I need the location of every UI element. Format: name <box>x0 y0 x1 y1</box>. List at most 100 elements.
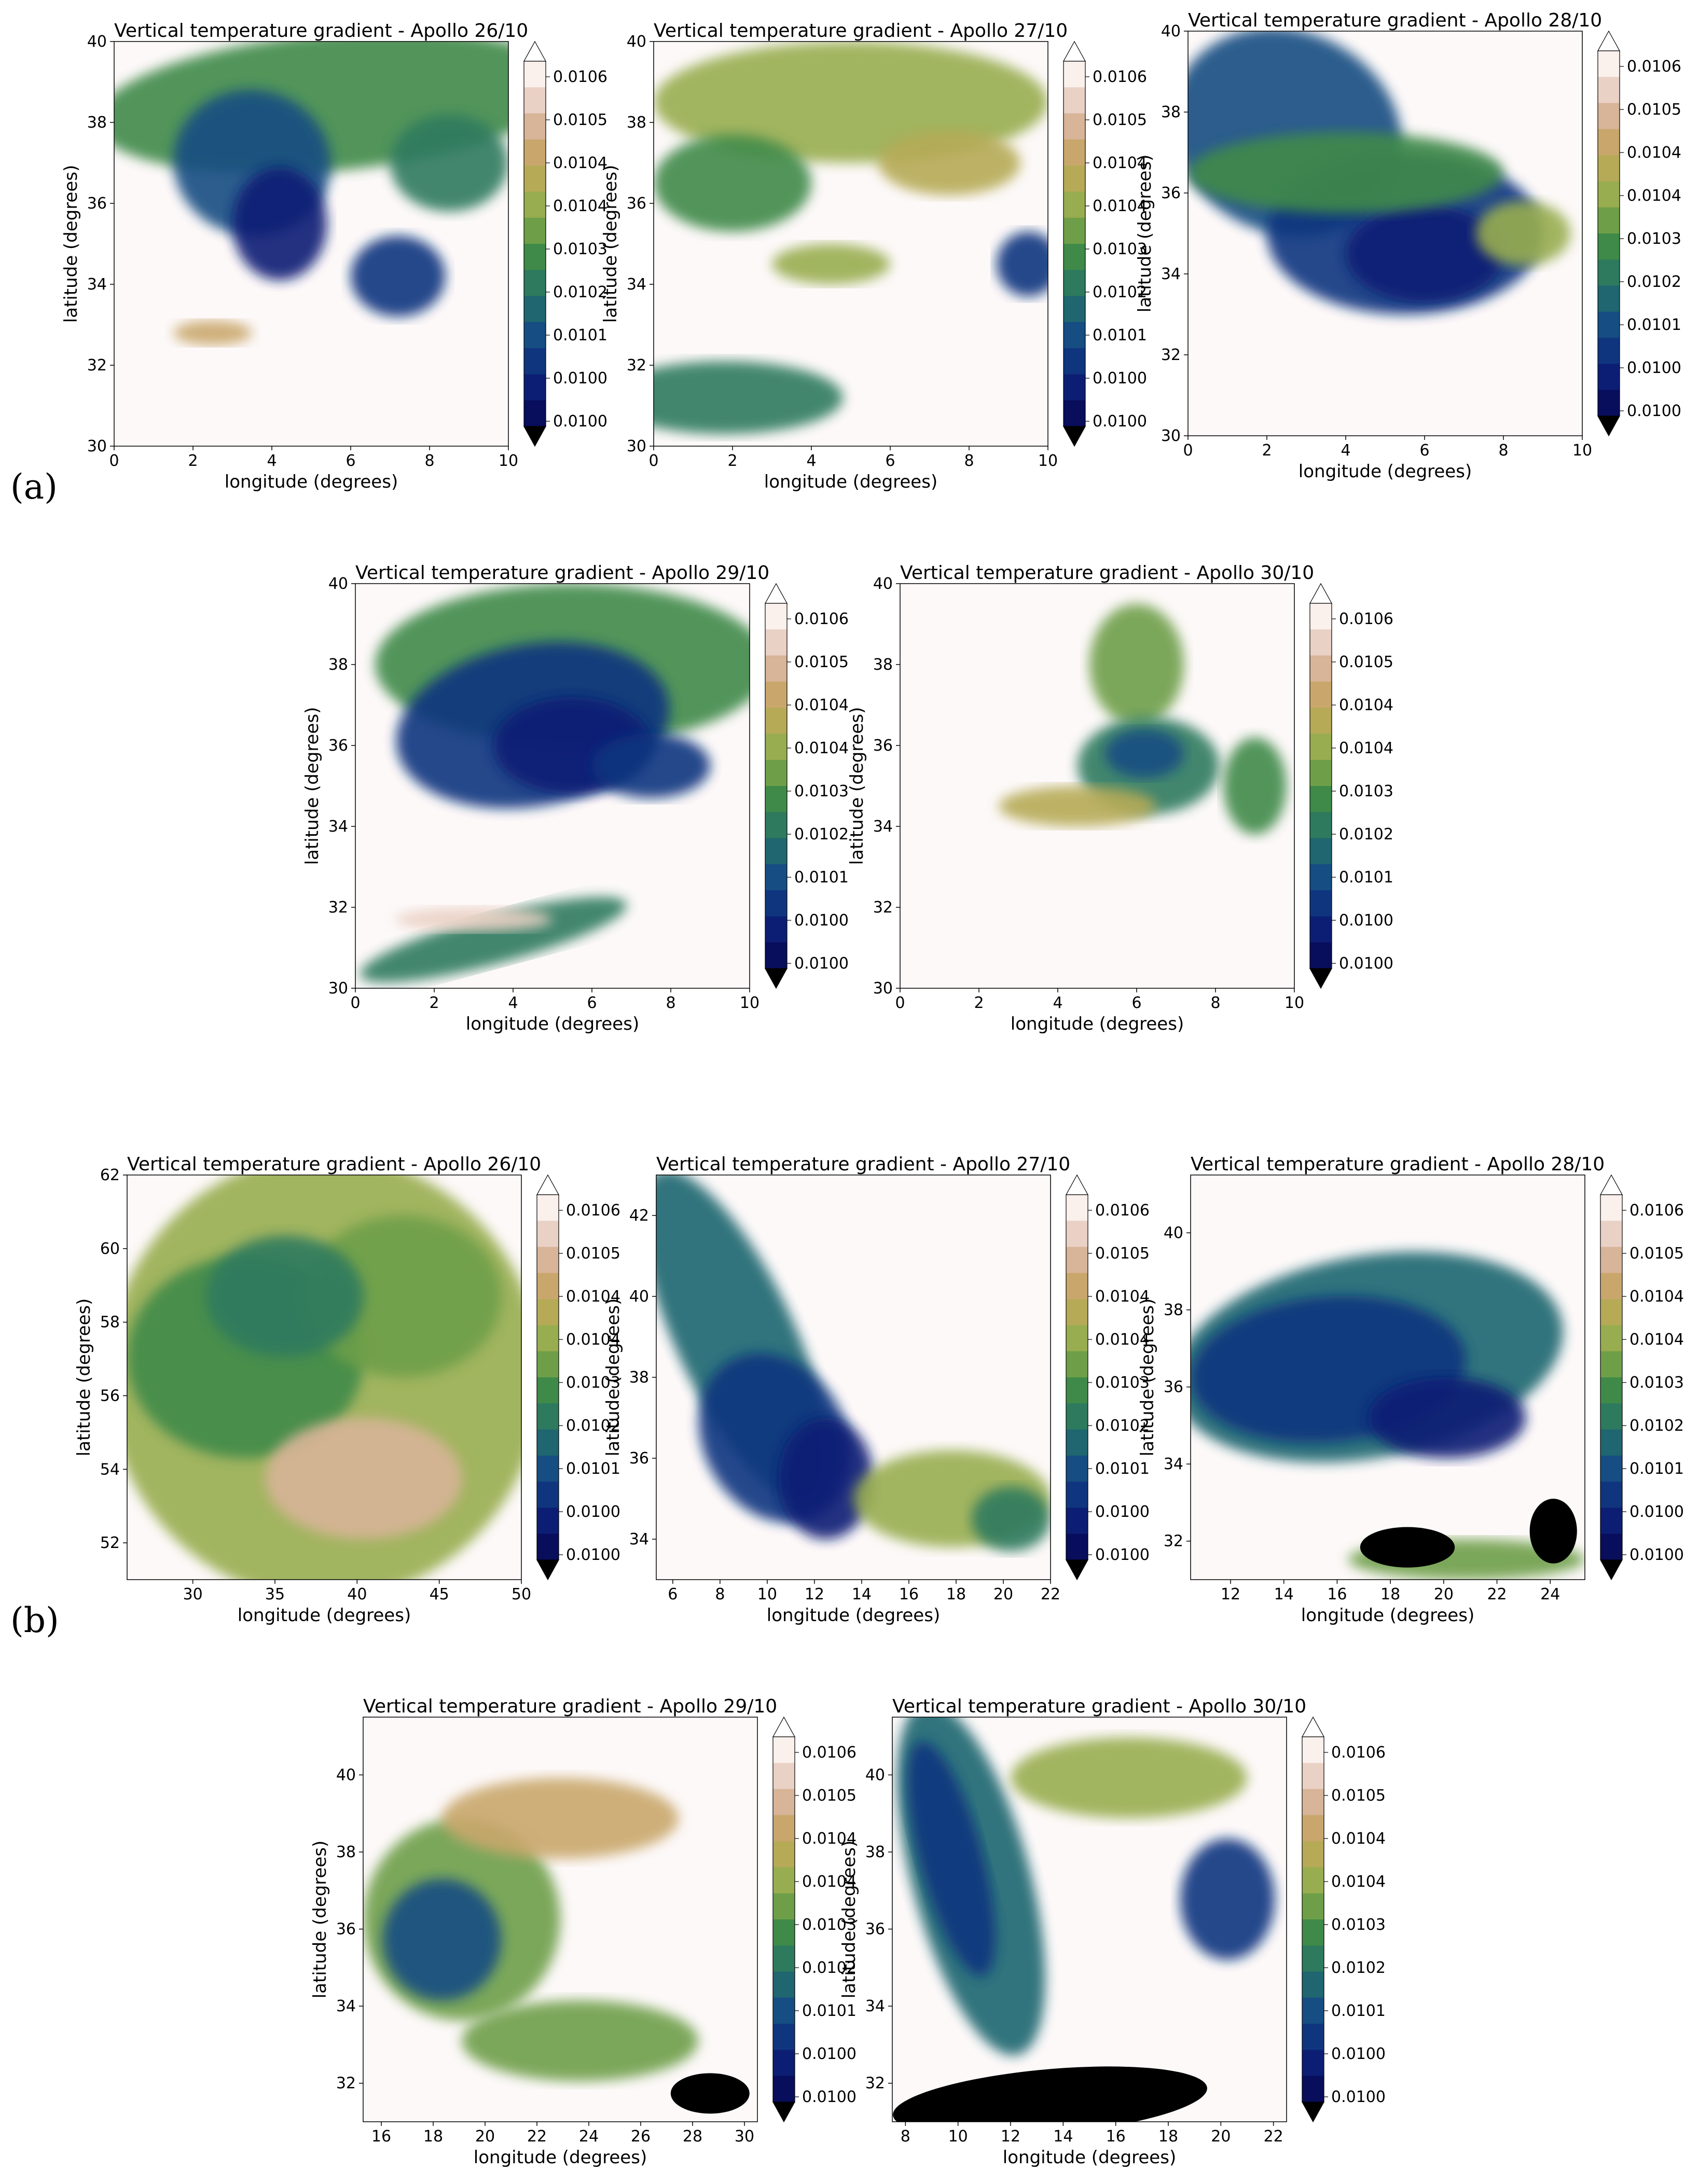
colorbar-segment <box>524 191 546 218</box>
plot-frame <box>127 1174 522 1580</box>
colorbar-tick-label: 0.0104 <box>566 1331 620 1349</box>
colorbar-segment <box>1064 191 1085 218</box>
colorbar-frame <box>772 1736 795 2103</box>
y-tick-label: 34 <box>328 818 348 836</box>
colorbar-segment <box>537 1299 559 1325</box>
colorbar-segment <box>1310 890 1332 917</box>
x-tick-label: 0 <box>648 452 658 470</box>
colorbar-segment <box>1310 681 1332 708</box>
colorbar-tick-label: 0.0106 <box>566 1201 620 1220</box>
colorbar-segment <box>1600 1455 1622 1482</box>
colorbar-tick-label: 0.0105 <box>553 111 607 129</box>
colorbar-segment <box>537 1351 559 1378</box>
colorbar-segment <box>537 1533 559 1560</box>
x-tick-label: 14 <box>1053 2127 1073 2146</box>
colorbar-tick-label: 0.0101 <box>1093 326 1147 344</box>
colorbar-tick-label: 0.0106 <box>794 610 849 628</box>
colorbar-tick-label: 0.0105 <box>1095 1245 1150 1263</box>
colorbar-tick-label: 0.0104 <box>794 696 849 714</box>
masked-region <box>1360 1527 1455 1568</box>
field-layer <box>114 42 508 345</box>
field-region <box>997 231 1048 297</box>
colorbar-segment <box>1598 233 1620 260</box>
y-tick-label: 62 <box>100 1166 120 1184</box>
heatmap-plot: 0 2 4 6 8 10 30 32 34 36 38 40 longitude (degrees) la… <box>1135 22 1592 482</box>
colorbar-extend-min <box>1301 2102 1325 2123</box>
x-tick-label: 26 <box>631 2127 651 2146</box>
colorbar-segment <box>1066 1403 1088 1430</box>
colorbar-segment <box>1598 51 1620 77</box>
colorbar-segment <box>1064 217 1085 244</box>
colorbar-segment <box>1064 165 1085 192</box>
colorbar-segment <box>1598 207 1620 234</box>
colorbar-tick-label: 0.0103 <box>553 240 607 258</box>
colorbar-tick-label: 0.0100 <box>1331 2088 1386 2106</box>
y-tick-label: 42 <box>629 1207 649 1225</box>
field-region <box>778 1418 873 1539</box>
colorbar-segment <box>1310 759 1332 786</box>
x-tick-label: 10 <box>1572 441 1592 460</box>
colorbar-segment <box>537 1482 559 1508</box>
colorbar-tick-label: 0.0102 <box>566 1417 620 1435</box>
heatmap-plot: 0 2 4 6 8 10 30 32 34 36 38 40 longitude (degrees) la… <box>61 33 518 492</box>
heatmap-plot: 6 8 10 12 14 16 18 20 22 34 36 38 40 42 longitude (deg… <box>603 1174 1060 1626</box>
colorbar-segment <box>1310 838 1332 865</box>
colorbar-tick-label: 0.0101 <box>802 2002 857 2020</box>
colorbar-segment <box>524 374 546 401</box>
masked-region <box>893 2066 1207 2122</box>
colorbar-segment <box>773 1815 795 1842</box>
y-tick-label: 38 <box>627 114 646 132</box>
colorbar-tick-label: 0.0105 <box>1331 1787 1386 1805</box>
colorbar-segment <box>773 1997 795 2024</box>
colorbar-tick-label: 0.0103 <box>1093 240 1147 258</box>
colorbar-segment <box>1310 864 1332 891</box>
colorbar-segment <box>1064 374 1085 401</box>
colorbar-segment <box>1600 1325 1622 1352</box>
x-tick-label: 4 <box>1341 441 1350 460</box>
field-layer <box>893 1717 1275 2122</box>
field-region <box>1223 737 1287 835</box>
colorbar-tick-label: 0.0102 <box>1093 283 1147 301</box>
field-region <box>907 1741 996 1976</box>
heatmap-panel: Vertical temperature gradient - Apollo 2… <box>74 1154 677 1642</box>
heatmap-panel: Vertical temperature gradient - Apollo 2… <box>302 563 905 1050</box>
y-tick-label: 38 <box>87 114 107 132</box>
heatmap-panel: Vertical temperature gradient - Apollo 2… <box>603 1154 1206 1642</box>
colorbar-extend-max <box>523 40 547 62</box>
field-region <box>1180 1839 1275 1960</box>
panel-title: Vertical temperature gradient - Apollo 2… <box>1188 10 1603 31</box>
plot-frame <box>653 41 1048 447</box>
x-tick-label: 4 <box>1053 994 1062 1012</box>
colorbar-extend-min <box>1062 426 1086 447</box>
colorbar-segment <box>1066 1195 1088 1221</box>
colorbar: 0.0106 0.0105 0.0104 0.0104 0.0103 0.0102 0.01… <box>764 583 849 989</box>
colorbar-extend-min <box>1309 968 1333 989</box>
colorbar-segment <box>1600 1429 1622 1456</box>
field-region <box>772 244 890 284</box>
colorbar-segment <box>524 296 546 323</box>
colorbar-segment <box>1302 1815 1324 1842</box>
plot-frame <box>1190 1174 1585 1580</box>
y-tick-label: 40 <box>865 1766 885 1784</box>
x-tick-label: 14 <box>1274 1585 1294 1604</box>
x-tick-label: 10 <box>740 994 759 1012</box>
colorbar-tick-label: 0.0101 <box>1331 2002 1386 2020</box>
x-axis-label: longitude (degrees) <box>238 1605 411 1626</box>
field-region <box>999 786 1156 826</box>
y-axis-label: latitude (degrees) <box>302 707 323 865</box>
colorbar-segment <box>765 655 787 682</box>
colorbar-extend-max <box>1597 30 1621 51</box>
colorbar-segment <box>1066 1273 1088 1300</box>
colorbar-tick-label: 0.0100 <box>794 911 849 930</box>
field-region <box>1089 604 1184 725</box>
colorbar-segment <box>765 916 787 943</box>
y-tick-label: 36 <box>1161 184 1181 202</box>
field-region <box>360 897 627 983</box>
colorbar-segment <box>537 1508 559 1535</box>
colorbar-segment <box>537 1221 559 1248</box>
colorbar-segment <box>773 1789 795 1816</box>
colorbar-segment <box>1302 2050 1324 2077</box>
colorbar-tick-label: 0.0100 <box>566 1503 620 1521</box>
field-layer <box>1191 1251 1585 1580</box>
colorbar-segment <box>537 1455 559 1482</box>
